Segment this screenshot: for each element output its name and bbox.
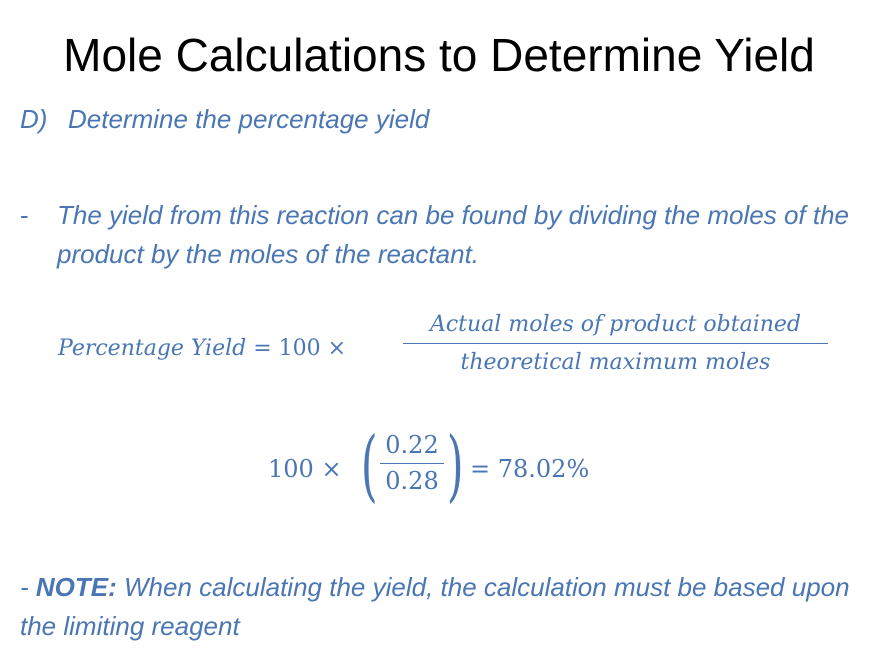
note-paragraph: - NOTE: When calculating the yield, the … <box>20 568 860 646</box>
bullet-marker: - <box>20 200 29 230</box>
note-text: When calculating the yield, the calculat… <box>20 572 850 641</box>
calc-result: = 78.02% <box>470 455 590 483</box>
left-paren: ( <box>360 421 378 511</box>
section-heading: D) Determine the percentage yield <box>20 104 429 135</box>
formula-lhs-name: Percentage Yield <box>58 336 247 361</box>
note-label: NOTE: <box>35 572 117 602</box>
calc-denominator: 0.28 <box>385 467 439 495</box>
yield-formula: Percentage Yield = 100 × Actual moles of… <box>58 312 858 392</box>
formula-fraction: Actual moles of product obtained theoret… <box>403 312 828 375</box>
formula-lhs-rest: = 100 × <box>253 336 347 361</box>
yield-calculation: 100 × ( 0.22 0.28 ) = 78.02% <box>268 425 628 515</box>
calc-multiplier: 100 × <box>268 455 342 483</box>
calc-numerator: 0.22 <box>380 431 444 464</box>
calc-fraction: 0.22 0.28 <box>380 431 444 495</box>
section-heading-text: Determine the percentage yield <box>68 104 430 134</box>
note-prefix: - <box>20 572 36 602</box>
formula-denominator: theoretical maximum moles <box>460 350 771 375</box>
bullet-text: The yield from this reaction can be foun… <box>57 200 849 269</box>
section-label: D) <box>20 104 48 134</box>
formula-lhs: Percentage Yield = 100 × <box>58 336 346 361</box>
right-paren: ) <box>446 421 464 511</box>
formula-numerator: Actual moles of product obtained <box>403 312 828 344</box>
slide-title: Mole Calculations to Determine Yield <box>63 29 815 81</box>
